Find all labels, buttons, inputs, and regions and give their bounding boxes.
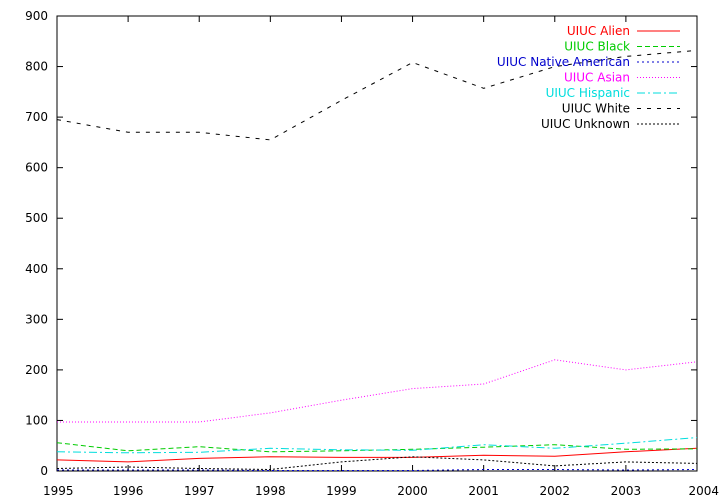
x-tick-label: 1996 — [113, 484, 144, 498]
x-tick-label: 2003 — [611, 484, 642, 498]
y-tick-label: 500 — [25, 211, 48, 225]
x-tick-label: 2004 — [688, 484, 719, 498]
y-tick-label: 100 — [25, 413, 48, 427]
x-tick-label: 2000 — [397, 484, 428, 498]
y-tick-label: 600 — [25, 161, 48, 175]
x-tick-label: 2001 — [468, 484, 499, 498]
legend-label: UIUC Black — [564, 40, 630, 54]
series-line-uiuc-unknown — [56, 456, 698, 471]
legend-label: UIUC Asian — [564, 71, 630, 85]
x-tick-label: 1998 — [255, 484, 286, 498]
y-tick-label: 400 — [25, 262, 48, 276]
series-line-uiuc-hispanic — [56, 437, 698, 454]
y-tick-label: 300 — [25, 312, 48, 326]
legend-label: UIUC Hispanic — [546, 86, 630, 100]
legend-label: UIUC Native American — [497, 55, 630, 69]
x-tick-label: 2002 — [540, 484, 571, 498]
x-tick-label: 1995 — [43, 484, 74, 498]
series-line-uiuc-native-american — [57, 469, 698, 471]
legend-label: UIUC Alien — [567, 24, 630, 38]
legend-label: UIUC Unknown — [541, 117, 630, 131]
axes: 0 100 200 300 400 500 600 700 800 900 1995 1996 1997… — [25, 9, 719, 498]
series-line-uiuc-white — [56, 49, 698, 141]
series-line-uiuc-asian — [57, 359, 698, 423]
series-lines — [56, 49, 698, 471]
x-tick-label: 1997 — [184, 484, 215, 498]
y-tick-label: 800 — [25, 60, 48, 74]
y-tick-label: 900 — [25, 9, 48, 23]
legend-label: UIUC White — [562, 102, 630, 116]
series-line-uiuc-alien — [56, 447, 698, 463]
y-tick-label: 200 — [25, 363, 48, 377]
x-tick-label: 1999 — [326, 484, 357, 498]
y-tick-label: 0 — [40, 464, 48, 478]
y-tick-label: 700 — [25, 110, 48, 124]
